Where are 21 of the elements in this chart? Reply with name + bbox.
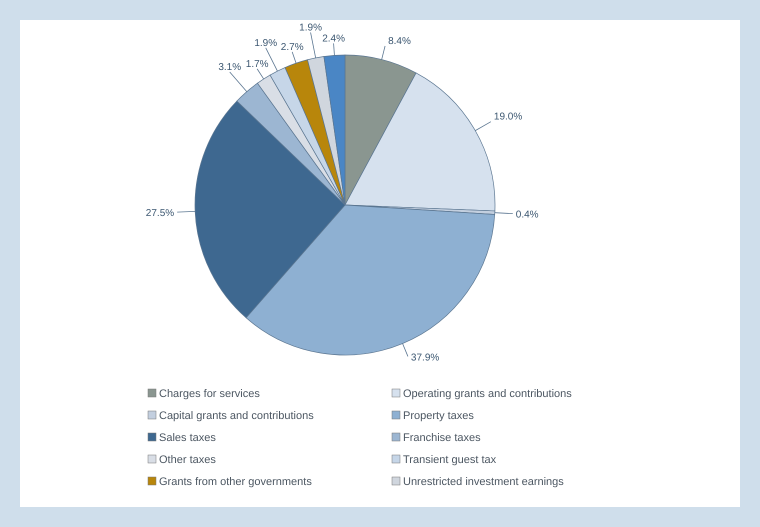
legend-label: Operating grants and contributions — [403, 388, 572, 400]
data-label: 0.4% — [516, 210, 539, 221]
data-label: 1.9% — [299, 22, 322, 34]
data-label: 3.1% — [218, 62, 242, 74]
legend-label: Charges for services — [159, 388, 260, 400]
legend-label: Transient guest tax — [403, 454, 497, 466]
data-label: 2.7% — [280, 42, 304, 53]
legend-label: Property taxes — [403, 410, 474, 422]
data-label: 8.4% — [388, 36, 411, 47]
legend-label: Sales taxes — [159, 432, 216, 444]
data-label: 1.9% — [254, 38, 278, 49]
data-label: 37.9% — [410, 352, 440, 364]
data-label: 19.0% — [494, 112, 522, 123]
legend-label: Capital grants and contributions — [159, 410, 314, 422]
legend-label: Unrestricted investment earnings — [403, 476, 564, 488]
data-label: 2.4% — [322, 33, 346, 44]
legend-label: Grants from other governments — [159, 476, 312, 488]
legend-label: Franchise taxes — [403, 432, 482, 444]
data-label: 27.5% — [146, 208, 174, 220]
data-label: 1.7% — [246, 58, 269, 70]
legend-label: Other taxes — [159, 454, 216, 466]
